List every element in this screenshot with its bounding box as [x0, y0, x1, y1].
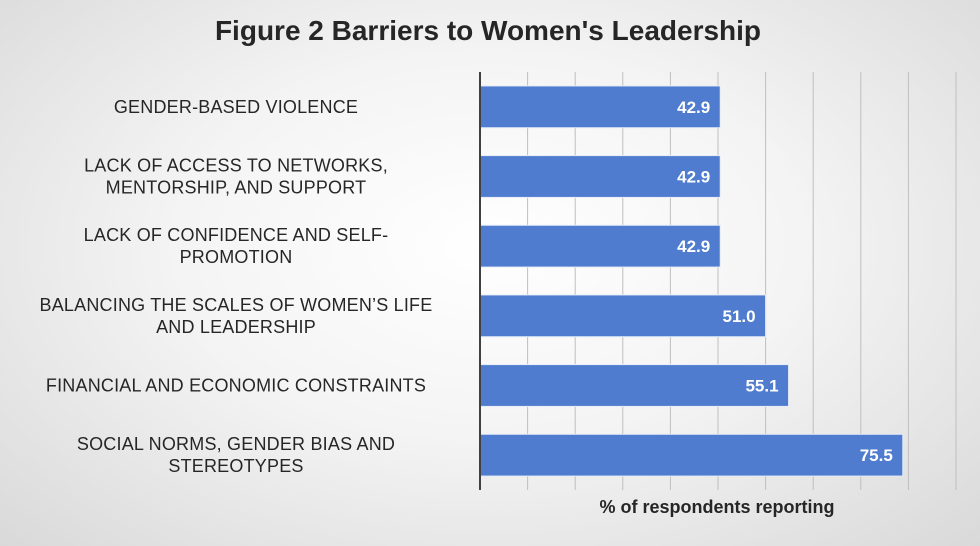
category-label: BALANCING THE SCALES OF WOMEN’S LIFE AND … — [40, 295, 433, 337]
category-label: LACK OF ACCESS TO NETWORKS, MENTORSHIP, A… — [84, 156, 388, 198]
bar — [479, 433, 904, 477]
category-label-line: SOCIAL NORMS, GENDER BIAS AND — [77, 434, 395, 454]
category-label-line: LACK OF ACCESS TO NETWORKS, — [84, 156, 388, 176]
data-label: 51.0 — [723, 307, 756, 326]
data-label: 42.9 — [677, 237, 710, 256]
category-labels: GENDER-BASED VIOLENCE LACK OF ACCESS TO N… — [40, 97, 433, 476]
category-label-line: AND LEADERSHIP — [156, 317, 316, 337]
category-label-line: PROMOTION — [180, 247, 293, 267]
category-label-line: GENDER-BASED VIOLENCE — [114, 97, 358, 117]
x-axis-label: % of respondents reporting — [599, 497, 834, 517]
category-label-line: LACK OF CONFIDENCE AND SELF- — [84, 225, 389, 245]
category-label-line: FINANCIAL AND ECONOMIC CONSTRAINTS — [46, 376, 426, 396]
bar — [479, 85, 721, 129]
data-label: 42.9 — [677, 98, 710, 117]
category-label-line: MENTORSHIP, AND SUPPORT — [106, 178, 367, 198]
chart-title: Figure 2 Barriers to Women's Leadership — [215, 15, 761, 46]
category-label: FINANCIAL AND ECONOMIC CONSTRAINTS — [46, 376, 426, 396]
data-label: 42.9 — [677, 168, 710, 187]
category-label: GENDER-BASED VIOLENCE — [114, 97, 358, 117]
gridlines — [527, 72, 957, 490]
category-label: SOCIAL NORMS, GENDER BIAS AND STEREOTYPES — [77, 434, 395, 476]
category-label-line: BALANCING THE SCALES OF WOMEN’S LIFE — [40, 295, 433, 315]
category-label: LACK OF CONFIDENCE AND SELF-PROMOTION — [84, 225, 389, 267]
bars: 42.9 42.9 42.9 51.0 55.1 75.5 — [479, 85, 904, 477]
category-label-line: STEREOTYPES — [168, 456, 303, 476]
data-label: 75.5 — [860, 446, 893, 465]
bar — [479, 364, 790, 407]
data-label: 55.1 — [745, 377, 778, 396]
